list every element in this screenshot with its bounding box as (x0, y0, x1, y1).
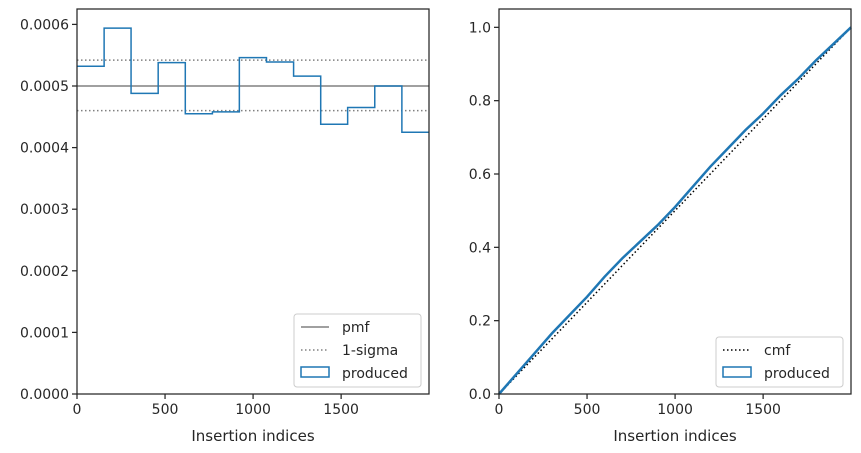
legend-cmf-label: cmf (764, 343, 791, 359)
right-legend: cmf produced (715, 336, 844, 388)
left-x-ticks: 0 500 1000 1500 (73, 394, 359, 418)
series-produced-step (77, 27, 429, 133)
left-y-tick-label: 0.0000 (20, 387, 69, 403)
left-y-tick-label: 0.0006 (20, 17, 69, 33)
left-reference-lines (77, 59, 429, 112)
left-legend: pmf 1-sigma produced (293, 313, 422, 388)
legend-produced-label-right: produced (764, 366, 830, 382)
left-panel: 0 500 1000 1500 0.00000.00010.00020.00030.0… (20, 8, 430, 445)
left-y-tick-label: 0.0002 (20, 264, 69, 280)
right-y-tick-label: 1.0 (469, 20, 491, 36)
right-x-tick-label: 1500 (745, 402, 781, 418)
legend-produced-label: produced (342, 366, 408, 382)
left-y-tick-label: 0.0001 (20, 325, 69, 341)
legend-pmf-label: pmf (342, 320, 371, 336)
left-y-tick-label: 0.0004 (20, 141, 69, 157)
right-x-tick-label: 1000 (657, 402, 693, 418)
left-x-tick-label: 500 (152, 402, 179, 418)
left-x-tick-label: 1500 (323, 402, 359, 418)
series-produced-line (498, 26, 852, 395)
left-y-ticks: 0.0000 0.0001 0.0002 0.0003 0.0004 0.0005 0.00… (20, 17, 77, 403)
right-y-tick-label: 0.6 (469, 167, 491, 183)
left-x-tick-label: 1000 (235, 402, 271, 418)
right-y-tick-label: 0.0 (469, 387, 491, 403)
right-y-ticks: 0.0 0.2 0.4 0.6 0.8 1.0 (469, 20, 499, 403)
right-y-tick-label: 0.4 (469, 240, 491, 256)
legend-produced-swatch (300, 366, 330, 378)
right-panel: 0 500 1000 1500 0.0 0.2 0.4 0.6 0.8 1.0 Insertio… (469, 8, 852, 445)
right-x-tick-label: 0 (495, 402, 504, 418)
right-x-tick-label: 500 (574, 402, 601, 418)
right-x-ticks: 0 500 1000 1500 (495, 394, 781, 418)
right-y-tick-label: 0.8 (469, 94, 491, 110)
legend-produced-swatch-right (722, 366, 752, 378)
left-x-tick-label: 0 (73, 402, 82, 418)
series-cmf-line (498, 26, 852, 395)
right-x-axis-label: Insertion indices (613, 427, 736, 445)
left-y-tick-label: 0.0003 (20, 202, 69, 218)
legend-1-sigma-label: 1-sigma (342, 343, 398, 359)
left-x-axis-label: Insertion indices (191, 427, 314, 445)
right-y-tick-label: 0.2 (469, 314, 491, 330)
left-series (77, 27, 429, 133)
left-y-tick-label: 0.0005 (20, 79, 69, 95)
right-series (498, 26, 852, 395)
